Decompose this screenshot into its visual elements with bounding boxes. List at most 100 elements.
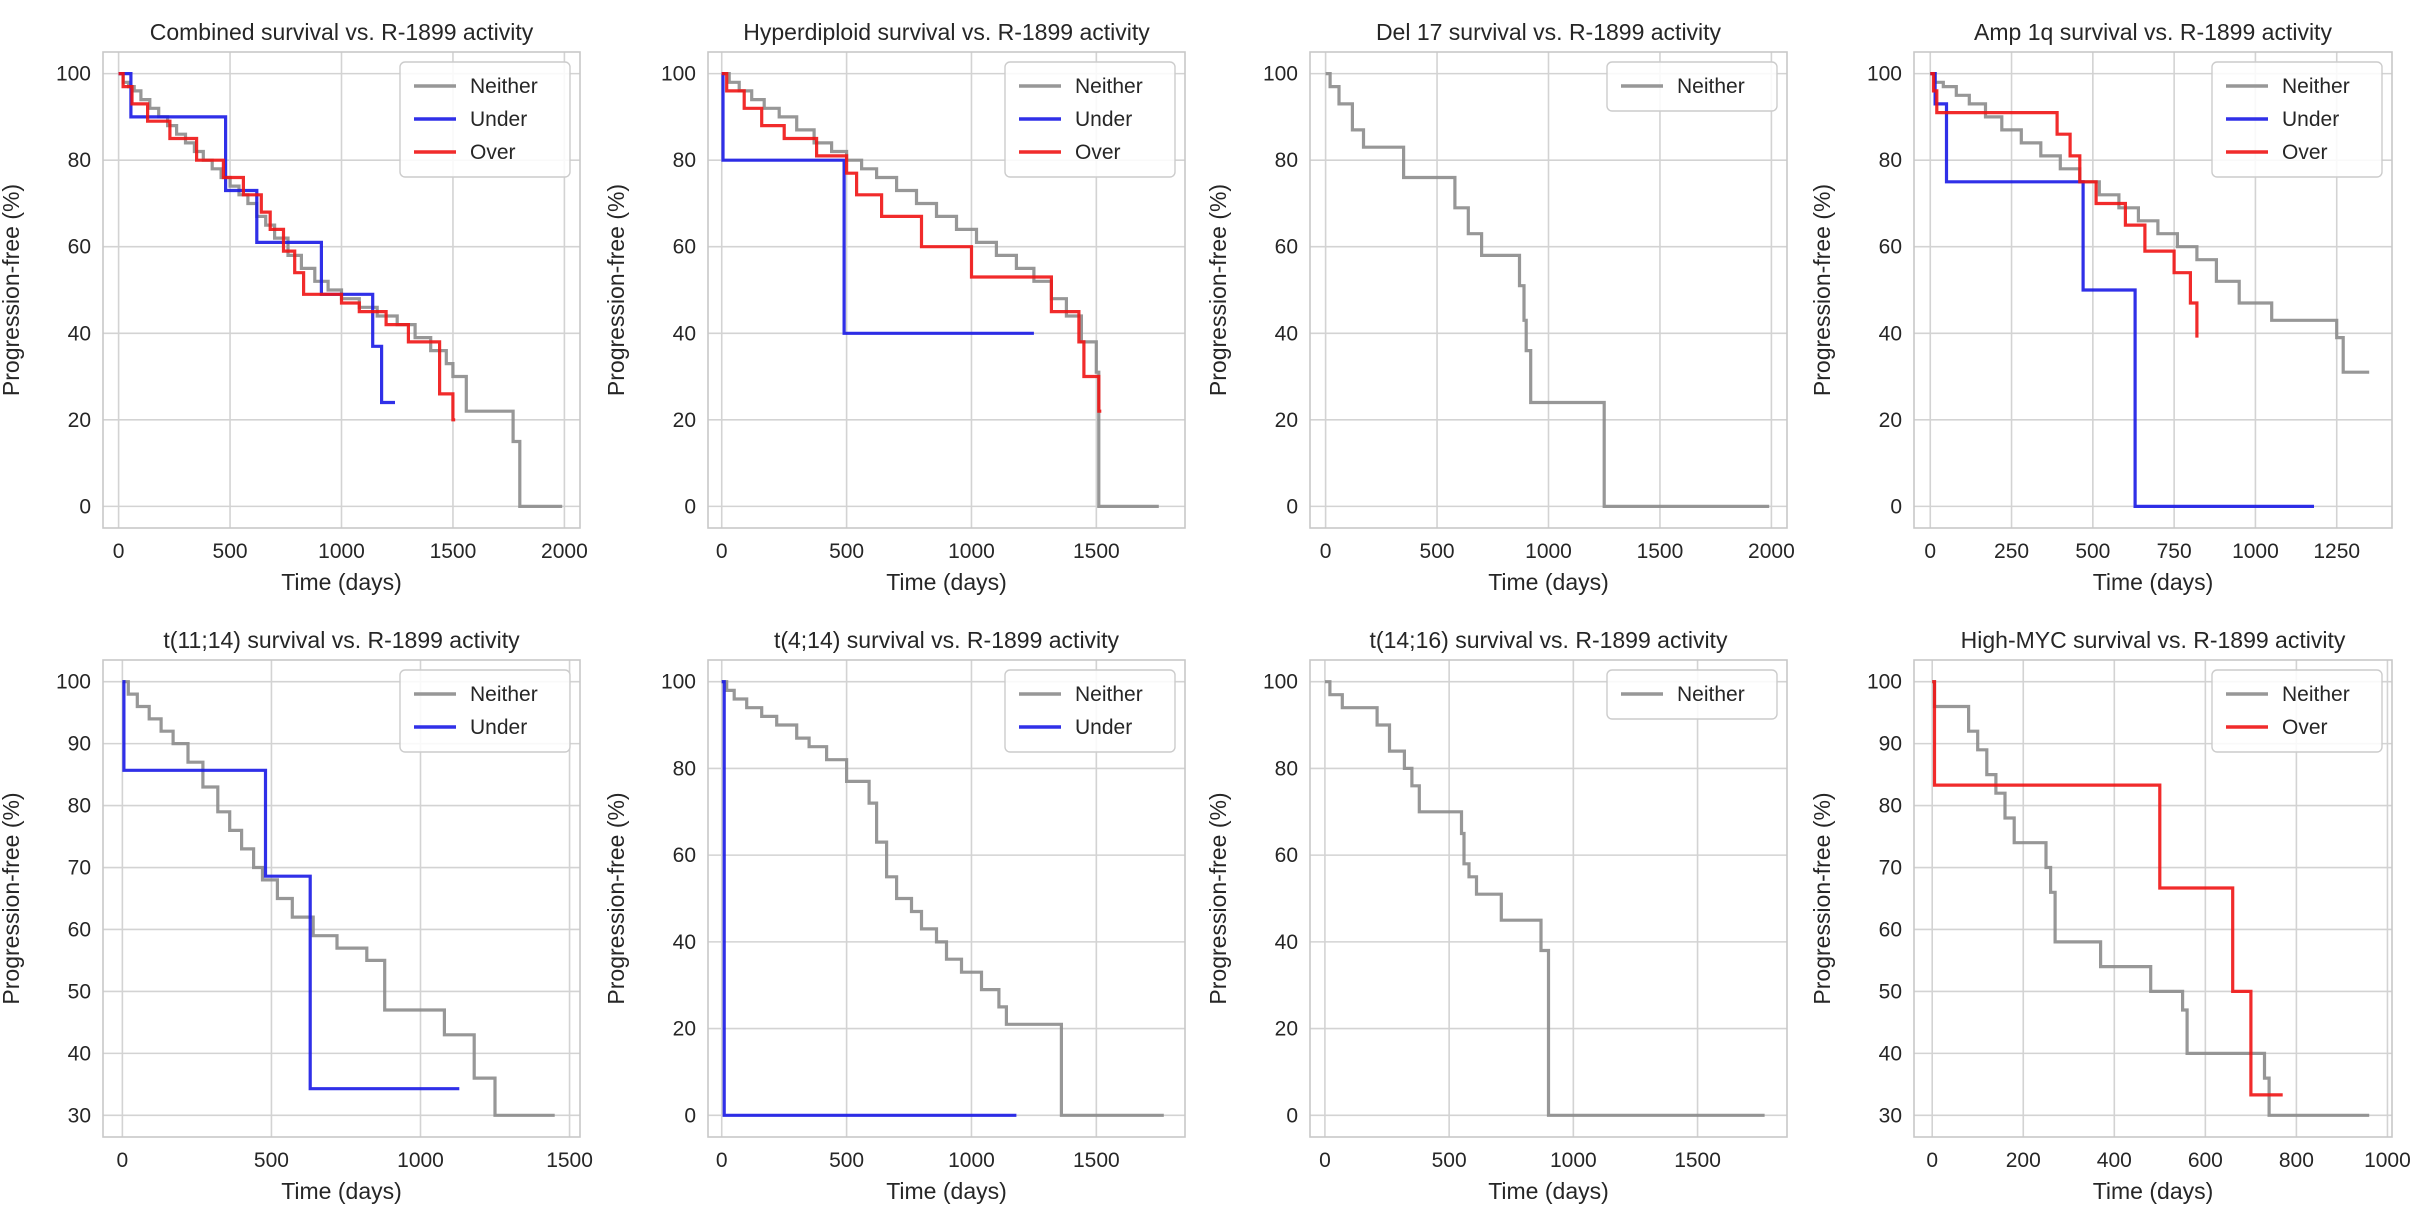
x-tick-label: 0	[1926, 1149, 1938, 1172]
y-tick-label: 50	[1879, 980, 1902, 1003]
x-axis-label: Time (days)	[886, 1178, 1007, 1204]
y-tick-label: 80	[673, 757, 696, 780]
y-axis-label: Progression-free (%)	[1809, 792, 1835, 1004]
y-tick-label: 20	[1275, 409, 1298, 432]
legend: Neither Under Over	[2211, 61, 2383, 178]
y-tick-label: 40	[1275, 322, 1298, 345]
y-tick-label: 100	[1867, 63, 1902, 86]
y-axis-label: Progression-free (%)	[0, 792, 24, 1004]
legend-label-neither: Neither	[470, 75, 538, 98]
y-tick-label: 90	[1879, 733, 1902, 756]
x-tick-label: 1000	[318, 540, 365, 563]
y-tick-label: 40	[673, 322, 696, 345]
legend-label-neither: Neither	[1075, 75, 1143, 98]
y-axis-label: Progression-free (%)	[0, 184, 24, 396]
y-tick-label: 60	[68, 236, 91, 259]
legend-box	[399, 61, 571, 178]
series-line-over	[721, 72, 1102, 413]
plot-frame	[1913, 51, 2393, 529]
legend: Neither	[1606, 669, 1778, 720]
y-tick-label: 100	[56, 63, 91, 86]
plot-frame	[707, 659, 1186, 1138]
x-tick-label: 2000	[541, 540, 588, 563]
chart-title: Combined survival vs. R-1899 activity	[150, 19, 534, 45]
y-tick-label: 60	[1879, 918, 1902, 941]
x-tick-label: 0	[113, 540, 125, 563]
legend-label-neither: Neither	[2282, 75, 2350, 98]
x-axis-label: Time (days)	[2093, 569, 2214, 595]
chart-title: Del 17 survival vs. R-1899 activity	[1376, 19, 1722, 45]
x-tick-label: 1000	[948, 540, 995, 563]
y-tick-label: 20	[673, 409, 696, 432]
y-tick-label: 70	[68, 857, 91, 880]
y-axis-label: Progression-free (%)	[1809, 184, 1835, 396]
series-line-neither	[1325, 72, 1770, 508]
y-tick-label: 80	[68, 795, 91, 818]
y-tick-label: 60	[1879, 236, 1902, 259]
y-tick-label: 0	[1286, 1104, 1298, 1127]
legend-box	[1004, 61, 1176, 178]
y-tick-label: 40	[1879, 1042, 1902, 1065]
x-tick-label: 500	[1432, 1149, 1467, 1172]
plot-frame	[102, 659, 581, 1138]
legend-label-under: Under	[1075, 716, 1132, 739]
legend-box	[399, 669, 571, 753]
x-tick-label: 1500	[1674, 1149, 1721, 1172]
plot-frame	[707, 51, 1186, 529]
legend-box	[2211, 669, 2383, 753]
chart-title: Hyperdiploid survival vs. R-1899 activit…	[743, 19, 1150, 45]
legend-label-under: Under	[1075, 108, 1132, 131]
x-tick-label: 200	[2006, 1149, 2041, 1172]
x-tick-label: 1000	[1525, 540, 1572, 563]
legend-label-neither: Neither	[1677, 75, 1745, 98]
y-tick-label: 80	[673, 149, 696, 172]
legend: Neither Over	[2211, 669, 2383, 753]
series-line-over	[118, 72, 456, 422]
series-line-under	[721, 72, 1034, 335]
x-tick-label: 1000	[2364, 1149, 2411, 1172]
legend-label-neither: Neither	[1677, 683, 1745, 706]
chart-title: Amp 1q survival vs. R-1899 activity	[1974, 19, 2332, 45]
legend-label-over: Over	[1075, 141, 1121, 164]
legend-label-over: Over	[2282, 716, 2328, 739]
legend-label-over: Over	[470, 141, 516, 164]
legend-label-over: Over	[2282, 141, 2328, 164]
x-tick-label: 1500	[1073, 1149, 1120, 1172]
x-tick-label: 500	[213, 540, 248, 563]
y-tick-label: 80	[1275, 757, 1298, 780]
plot-frame	[1309, 659, 1788, 1138]
legend-box	[1606, 669, 1778, 720]
y-tick-label: 70	[1879, 857, 1902, 880]
x-tick-label: 500	[1420, 540, 1455, 563]
legend: Neither Under Over	[399, 61, 571, 178]
legend-label-under: Under	[470, 716, 527, 739]
y-tick-label: 20	[673, 1018, 696, 1041]
y-tick-label: 60	[68, 918, 91, 941]
x-tick-label: 1000	[397, 1149, 444, 1172]
x-tick-label: 500	[829, 540, 864, 563]
plot-frame	[1913, 659, 2393, 1138]
series-line-under	[721, 680, 1017, 1117]
chart-title: High-MYC survival vs. R-1899 activity	[1961, 627, 2346, 653]
series-line-over	[1932, 680, 2283, 1097]
y-tick-label: 60	[1275, 236, 1298, 259]
x-axis-label: Time (days)	[1488, 1178, 1609, 1204]
y-tick-label: 100	[1263, 63, 1298, 86]
y-axis-label: Progression-free (%)	[1205, 792, 1231, 1004]
legend-label-neither: Neither	[470, 683, 538, 706]
y-axis-label: Progression-free (%)	[603, 184, 629, 396]
plot-frame	[102, 51, 581, 529]
y-axis-label: Progression-free (%)	[603, 792, 629, 1004]
y-tick-label: 100	[56, 671, 91, 694]
x-tick-label: 0	[1320, 540, 1332, 563]
x-tick-label: 0	[117, 1149, 129, 1172]
x-tick-label: 1000	[1550, 1149, 1597, 1172]
x-tick-label: 1000	[2232, 540, 2279, 563]
x-axis-label: Time (days)	[886, 569, 1007, 595]
series-line-under	[122, 680, 460, 1091]
y-tick-label: 100	[661, 63, 696, 86]
